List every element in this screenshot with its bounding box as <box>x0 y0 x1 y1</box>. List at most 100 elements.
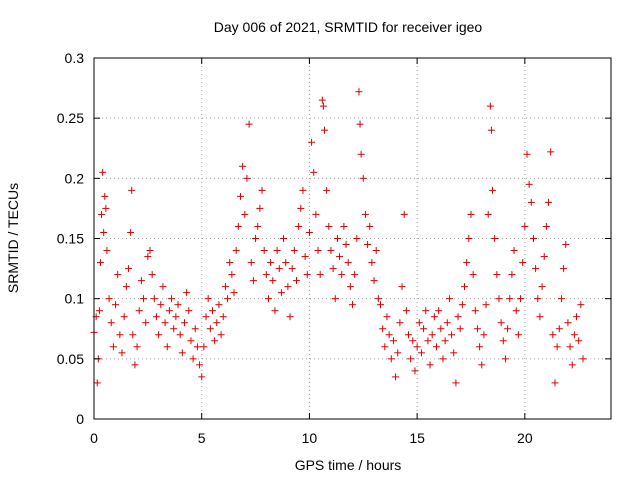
data-point <box>96 259 104 267</box>
data-point <box>252 235 260 242</box>
data-point <box>346 283 354 291</box>
data-point <box>331 295 339 303</box>
data-point <box>262 271 270 279</box>
data-point <box>329 265 337 273</box>
data-point <box>398 283 406 291</box>
data-point <box>234 222 242 230</box>
data-point <box>325 222 333 230</box>
data-point <box>400 210 408 218</box>
data-point <box>471 307 479 315</box>
data-point <box>219 313 227 321</box>
data-point <box>333 235 341 242</box>
data-point <box>359 174 367 182</box>
data-point <box>305 228 313 236</box>
data-point <box>394 349 402 357</box>
data-point <box>486 102 494 110</box>
data-point <box>435 307 443 315</box>
data-point <box>308 138 316 146</box>
data-point <box>280 235 288 242</box>
data-point <box>525 180 533 188</box>
data-point <box>482 301 490 309</box>
data-point <box>189 355 197 363</box>
data-point <box>178 349 186 357</box>
data-point <box>437 325 445 333</box>
data-point <box>103 247 111 255</box>
data-point <box>377 301 385 309</box>
data-point <box>128 186 136 194</box>
data-point <box>264 295 272 303</box>
data-point <box>191 325 199 333</box>
data-point <box>521 222 529 230</box>
data-point <box>510 247 518 255</box>
data-point <box>217 331 225 339</box>
data-point <box>127 228 135 236</box>
data-point <box>245 120 253 128</box>
data-point <box>493 271 501 279</box>
data-point <box>473 325 481 333</box>
data-point <box>161 319 169 327</box>
data-point <box>290 247 298 255</box>
data-point <box>443 319 451 327</box>
data-point <box>137 277 145 285</box>
data-point <box>456 325 464 333</box>
data-point <box>107 319 115 327</box>
data-point <box>316 271 324 279</box>
data-point <box>536 313 544 321</box>
axis-ticks <box>93 57 611 420</box>
data-point <box>523 150 531 158</box>
data-point <box>534 295 542 303</box>
data-point <box>282 259 290 267</box>
data-point <box>144 253 152 261</box>
x-tick-label: 0 <box>90 430 98 446</box>
grid-lines <box>94 58 611 419</box>
data-point <box>271 307 279 315</box>
data-point <box>243 174 251 182</box>
data-point <box>566 343 574 351</box>
data-point <box>579 355 587 363</box>
data-point <box>379 325 387 333</box>
data-point <box>426 361 434 369</box>
data-point <box>568 361 576 369</box>
data-point <box>211 337 219 345</box>
data-point <box>506 295 514 303</box>
y-tick-label: 0.3 <box>65 50 85 66</box>
data-point <box>501 355 509 363</box>
data-point <box>174 301 182 309</box>
data-point <box>527 198 535 206</box>
data-point <box>122 283 130 291</box>
data-point <box>461 283 469 291</box>
x-tick-label: 10 <box>302 430 318 446</box>
data-point <box>196 361 204 369</box>
data-point <box>314 247 322 255</box>
data-point <box>180 319 188 327</box>
data-point <box>310 168 318 176</box>
data-point <box>336 253 344 261</box>
data-point <box>562 241 570 249</box>
data-point <box>102 204 110 212</box>
data-point <box>433 343 441 351</box>
data-point <box>260 247 268 255</box>
data-point <box>577 301 585 309</box>
data-point <box>124 265 132 273</box>
data-point <box>573 313 581 321</box>
data-point <box>295 222 303 230</box>
chart-title: Day 006 of 2021, SRMTID for receiver ige… <box>214 19 483 35</box>
data-point <box>155 331 163 339</box>
data-point <box>364 241 372 249</box>
data-point <box>168 295 176 303</box>
data-point <box>131 361 139 369</box>
data-point <box>441 337 449 345</box>
data-point <box>508 271 516 279</box>
data-point <box>402 307 410 315</box>
data-point <box>450 349 458 357</box>
data-point <box>198 373 206 381</box>
data-point <box>445 295 453 303</box>
data-point <box>392 373 400 381</box>
data-point <box>93 379 101 387</box>
data-point <box>413 343 421 351</box>
data-point <box>417 349 425 357</box>
data-point <box>140 295 148 303</box>
data-point <box>356 120 364 128</box>
data-point <box>344 259 352 267</box>
